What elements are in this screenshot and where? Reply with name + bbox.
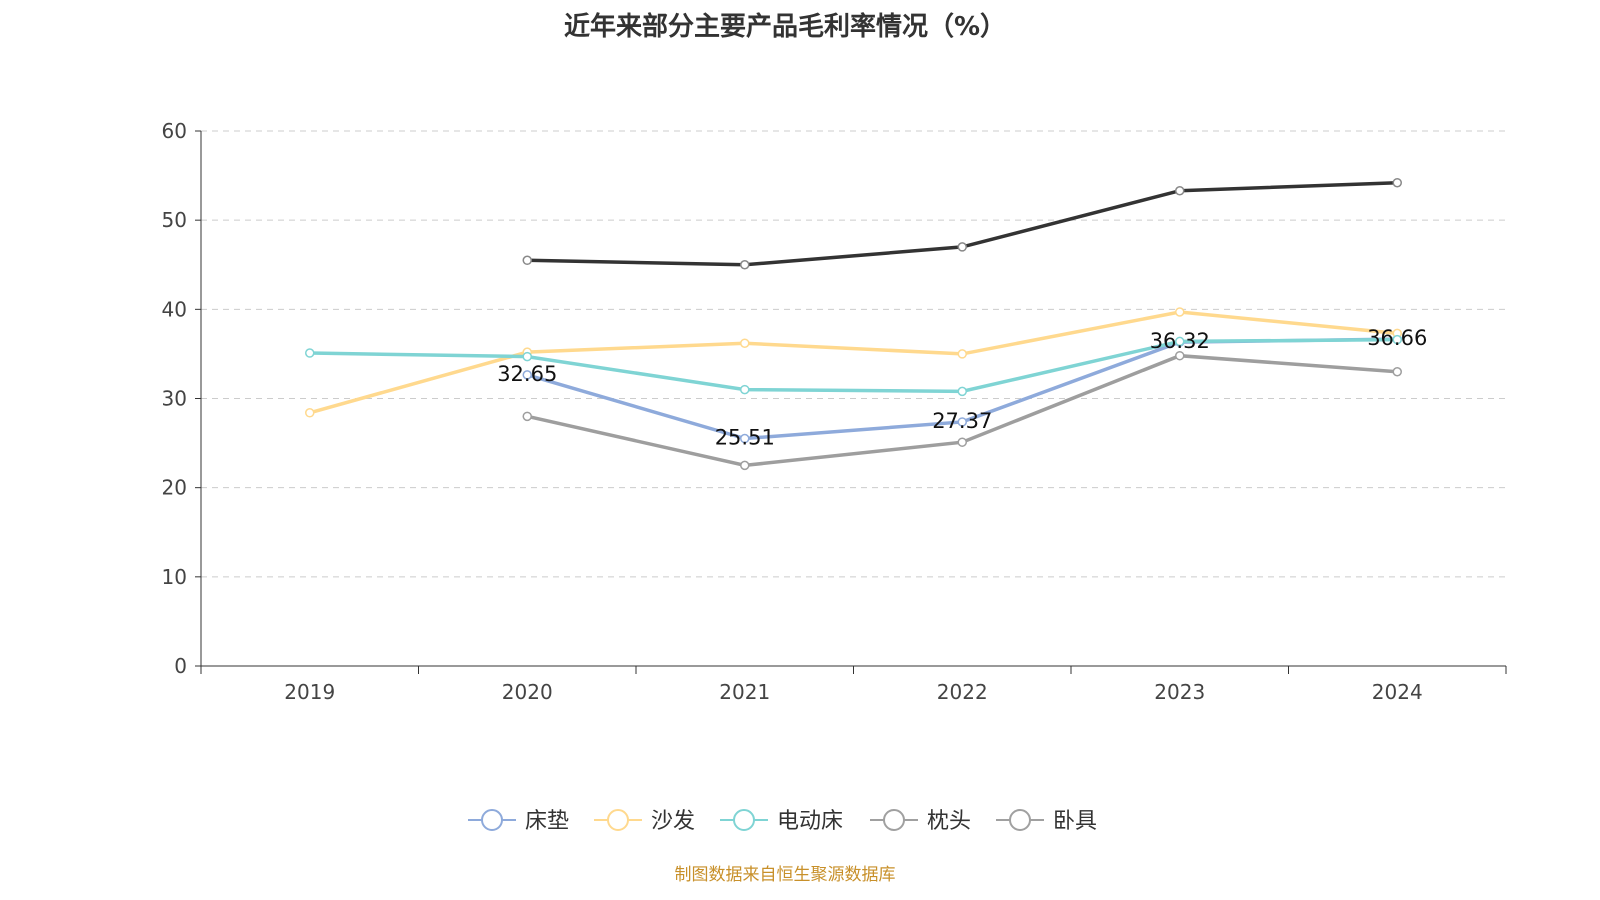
data-point <box>522 255 532 266</box>
series-line-枕头 <box>527 180 1398 267</box>
legend-icon <box>481 809 503 831</box>
y-tick-label: 10 <box>162 565 187 589</box>
y-tick-label: 20 <box>162 476 187 500</box>
data-point <box>522 370 532 380</box>
y-tick-label: 60 <box>162 119 187 143</box>
legend-label: 枕头 <box>927 809 971 834</box>
data-label: 27.37 <box>932 409 992 433</box>
legend-icon <box>733 809 755 831</box>
data-point <box>1175 185 1185 196</box>
y-tick-label: 30 <box>162 387 187 411</box>
series-line-沙发 <box>309 310 1398 415</box>
data-label: 32.65 <box>497 362 557 386</box>
data-point <box>957 349 967 359</box>
data-label: 36.32 <box>1150 329 1210 353</box>
data-point <box>740 460 750 471</box>
data-point <box>957 242 967 252</box>
data-point <box>1392 367 1402 377</box>
x-tick-label: 2023 <box>1154 680 1205 704</box>
y-tick-label: 0 <box>174 654 187 678</box>
data-label: 25.51 <box>715 426 775 450</box>
data-point <box>1392 334 1402 345</box>
data-point <box>740 384 750 395</box>
data-source: 制图数据来自恒生聚源数据库 <box>674 865 896 885</box>
legend-icon <box>1009 809 1031 831</box>
legend-label: 卧具 <box>1053 809 1097 834</box>
data-point <box>1175 307 1185 317</box>
data-point <box>740 260 750 270</box>
chart-title: 近年来部分主要产品毛利率情况（%） <box>563 12 1007 42</box>
x-tick-label: 2020 <box>502 680 553 704</box>
data-point <box>957 386 967 397</box>
y-tick-label: 50 <box>162 208 187 232</box>
series-line-电动床 <box>309 337 1398 394</box>
legend-icon <box>883 809 905 831</box>
data-point <box>522 351 532 362</box>
data-point <box>957 417 967 427</box>
y-tick-label: 40 <box>162 297 187 321</box>
data-label: 36.66 <box>1367 326 1427 350</box>
data-point <box>1175 350 1185 361</box>
data-point <box>957 437 967 447</box>
data-point <box>1175 336 1185 347</box>
data-point <box>522 411 532 422</box>
legend-label: 床垫 <box>525 809 569 834</box>
x-tick-label: 2022 <box>937 680 988 704</box>
legend-label: 电动床 <box>777 809 843 834</box>
data-point <box>740 338 750 348</box>
legend-icon <box>607 809 629 831</box>
x-tick-label: 2024 <box>1372 680 1423 704</box>
data-point <box>1392 177 1402 188</box>
data-point <box>740 433 750 444</box>
x-tick-label: 2019 <box>284 680 335 704</box>
legend-label: 沙发 <box>651 809 695 834</box>
data-point <box>305 408 315 418</box>
x-tick-label: 2021 <box>719 680 770 704</box>
data-point <box>305 348 315 358</box>
